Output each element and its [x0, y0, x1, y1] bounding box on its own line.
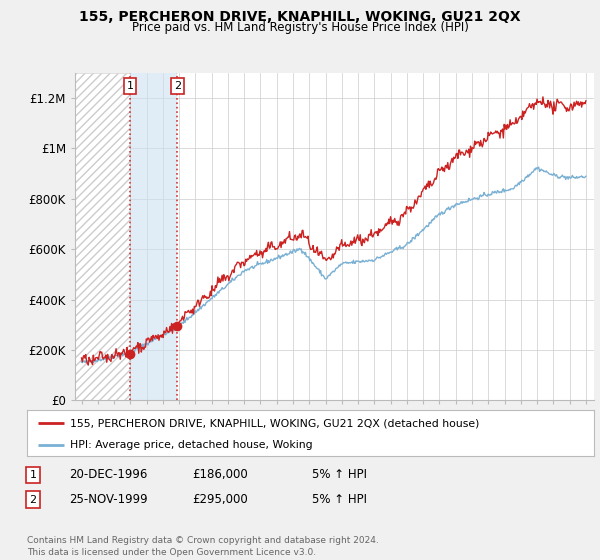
Text: 1: 1	[29, 470, 37, 480]
Text: £295,000: £295,000	[192, 493, 248, 506]
Text: 155, PERCHERON DRIVE, KNAPHILL, WOKING, GU21 2QX: 155, PERCHERON DRIVE, KNAPHILL, WOKING, …	[79, 10, 521, 24]
Text: 1: 1	[127, 81, 133, 91]
Bar	[75, 73, 130, 400]
Text: 5% ↑ HPI: 5% ↑ HPI	[312, 468, 367, 482]
Text: Contains HM Land Registry data © Crown copyright and database right 2024.
This d: Contains HM Land Registry data © Crown c…	[27, 536, 379, 557]
Text: 20-DEC-1996: 20-DEC-1996	[69, 468, 148, 482]
Text: HPI: Average price, detached house, Woking: HPI: Average price, detached house, Woki…	[70, 440, 312, 450]
Bar	[75, 73, 130, 400]
Text: Price paid vs. HM Land Registry's House Price Index (HPI): Price paid vs. HM Land Registry's House …	[131, 21, 469, 34]
Text: 25-NOV-1999: 25-NOV-1999	[69, 493, 148, 506]
Text: 155, PERCHERON DRIVE, KNAPHILL, WOKING, GU21 2QX (detached house): 155, PERCHERON DRIVE, KNAPHILL, WOKING, …	[70, 418, 479, 428]
Text: £186,000: £186,000	[192, 468, 248, 482]
Bar	[130, 73, 178, 400]
Text: 2: 2	[174, 81, 181, 91]
Text: 5% ↑ HPI: 5% ↑ HPI	[312, 493, 367, 506]
Text: 2: 2	[29, 494, 37, 505]
